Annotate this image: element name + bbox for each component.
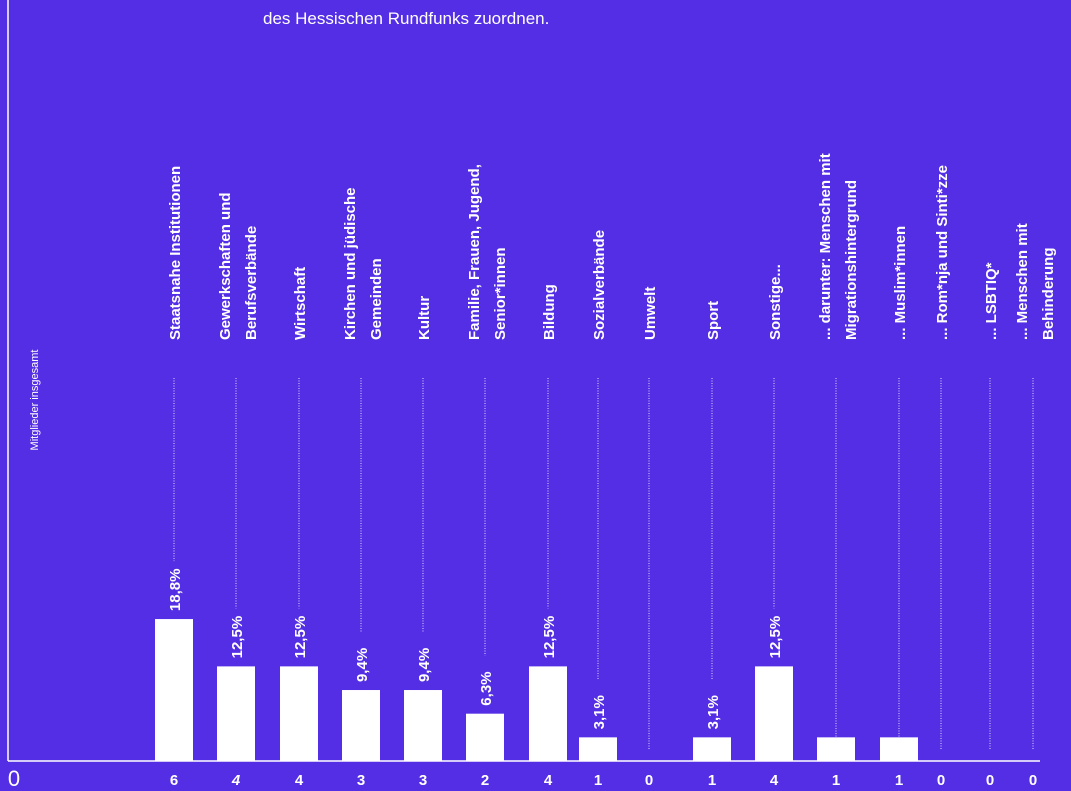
count-label: 6 — [170, 772, 178, 789]
bar — [342, 690, 380, 761]
category-label: Wirtschaft — [292, 267, 309, 340]
count-label: 4 — [295, 772, 304, 789]
data-label: 3,1% — [591, 695, 608, 729]
bar — [755, 666, 793, 761]
data-label: 18,8% — [167, 569, 184, 612]
count-label: 0 — [937, 772, 945, 789]
category-label: ... Rom*nja und Sinti*zze — [934, 165, 951, 340]
category-label: Behinderung — [1040, 248, 1057, 341]
category-label: Kultur — [416, 296, 433, 340]
category-label: ... LSBTIQ* — [983, 262, 1000, 340]
category-label: Senior*innen — [492, 247, 509, 340]
category-label: Bildung — [541, 284, 558, 340]
bar — [817, 737, 855, 761]
data-label: 12,5% — [292, 616, 309, 659]
category-label: Sozialverbände — [591, 230, 608, 340]
bar — [280, 666, 318, 761]
data-label: 12,5% — [541, 616, 558, 659]
bar — [404, 690, 442, 761]
bar — [529, 666, 567, 761]
count-label: 0 — [1029, 772, 1037, 789]
count-label: 0 — [645, 772, 653, 789]
count-label: 0 — [986, 772, 994, 789]
y-axis-label: Mitglieder insgesamt — [29, 350, 41, 451]
bar — [880, 737, 918, 761]
bar — [579, 737, 617, 761]
category-label: Gemeinden — [368, 258, 385, 340]
bar — [693, 737, 731, 761]
data-label: 9,4% — [354, 648, 371, 682]
bar — [466, 713, 504, 761]
data-label: 12,5% — [767, 616, 784, 659]
category-label: Migrationshintergrund — [843, 180, 860, 340]
category-label: ... Menschen mit — [1014, 223, 1031, 340]
category-label: Gewerkschaften und — [217, 192, 234, 340]
count-label: 3 — [419, 772, 427, 789]
category-label: Umwelt — [642, 287, 659, 340]
bar — [155, 619, 193, 761]
data-label: 9,4% — [416, 648, 433, 682]
count-label: 4 — [770, 772, 779, 789]
chart-subtitle: des Hessischen Rundfunks zuordnen. — [263, 9, 549, 28]
data-label: 12,5% — [229, 616, 246, 659]
count-label: 1 — [708, 772, 716, 789]
data-label: 6,3% — [478, 671, 495, 705]
bar — [217, 666, 255, 761]
category-label: Staatsnahe Institutionen — [167, 166, 184, 340]
count-label: 4 — [544, 772, 553, 789]
count-label: 1 — [594, 772, 602, 789]
count-label: 3 — [357, 772, 365, 789]
count-label: 2 — [481, 772, 489, 789]
category-label: ... Muslim*innen — [892, 226, 909, 340]
category-label: Sport — [705, 301, 722, 340]
category-label: ... darunter: Menschen mit — [817, 153, 834, 340]
category-label: Kirchen und jüdische — [342, 187, 359, 340]
count-label: 4 — [231, 772, 241, 789]
data-label: 3,1% — [705, 695, 722, 729]
category-label: Sonstige... — [767, 264, 784, 340]
category-label: Familie, Frauen, Jugend, — [466, 164, 483, 340]
count-label: 1 — [895, 772, 903, 789]
y-tick-label: 0 — [8, 766, 20, 791]
category-label: Berufsverbände — [243, 226, 260, 340]
count-label: 1 — [832, 772, 840, 789]
